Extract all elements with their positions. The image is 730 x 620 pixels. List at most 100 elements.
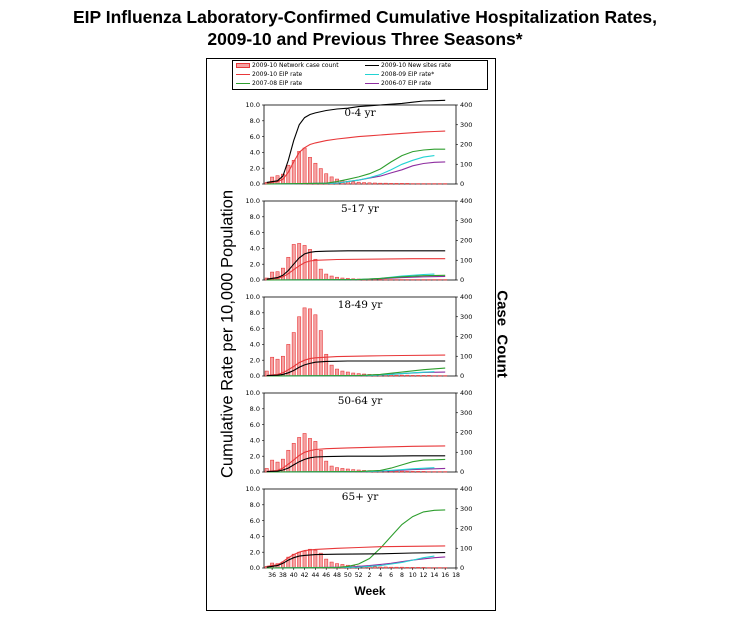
x-tick-label: 50 xyxy=(344,572,352,579)
y-tick-label-right: 400 xyxy=(460,197,472,205)
case-count-bar xyxy=(416,567,421,569)
case-count-bar xyxy=(270,356,275,377)
legend-label-eip-0708: 2007-08 EIP rate xyxy=(252,80,303,87)
panel-label: 18-49 yr xyxy=(338,299,384,311)
legend-item-eip-0708: 2007-08 EIP rate xyxy=(236,80,302,87)
case-count-bar xyxy=(313,162,318,185)
y-tick-label-right: 0 xyxy=(460,564,464,572)
case-count-bar xyxy=(286,344,291,377)
case-count-bar xyxy=(421,375,426,377)
y-tick-label-left: 0.0 xyxy=(250,564,260,572)
y-tick-label-left: 10.0 xyxy=(246,101,260,109)
case-count-bar xyxy=(378,566,383,569)
series-line-new-sites xyxy=(266,360,446,377)
y-tick-label-left: 6.0 xyxy=(250,517,260,525)
y-tick-label-left: 6.0 xyxy=(250,133,260,141)
case-count-bar xyxy=(318,330,323,377)
case-count-bar xyxy=(421,567,426,569)
case-count-bar xyxy=(372,566,377,569)
y-tick-label-right: 100 xyxy=(460,256,472,264)
case-count-bar xyxy=(405,374,410,377)
chart-frame xyxy=(206,58,496,611)
case-count-bar xyxy=(410,567,415,569)
y-tick-label-left: 10.0 xyxy=(246,485,260,493)
case-count-bar xyxy=(362,182,366,185)
case-count-bar xyxy=(329,364,334,377)
y-tick-label-left: 0.0 xyxy=(250,372,260,380)
legend-label-bars: 2009-10 Network case count xyxy=(252,62,339,69)
panel-label: 50-64 yr xyxy=(338,395,384,407)
y-tick-label-left: 2.0 xyxy=(250,164,260,172)
case-count-bar xyxy=(308,438,312,473)
y-tick-label-left: 8.0 xyxy=(250,309,260,317)
legend-swatch-eip-0910 xyxy=(236,74,250,75)
x-tick-label: 52 xyxy=(355,572,363,579)
y-tick-label-right: 300 xyxy=(460,121,472,129)
x-tick-label: 2 xyxy=(367,572,371,579)
y-tick-label-right: 0 xyxy=(460,276,464,284)
case-count-bar xyxy=(318,168,323,185)
y-tick-label-right: 400 xyxy=(460,293,472,301)
y-tick-label-right: 100 xyxy=(460,352,472,360)
legend-swatch-new-sites xyxy=(365,65,379,66)
case-count-bar xyxy=(378,279,383,281)
y-tick-label-left: 0.0 xyxy=(250,468,260,476)
x-tick-label: 14 xyxy=(430,572,438,579)
series-line-new-sites xyxy=(266,250,446,280)
case-count-bar xyxy=(383,182,388,185)
case-count-bar xyxy=(399,470,404,473)
case-count-bar xyxy=(313,258,318,281)
y-tick-label-right: 400 xyxy=(460,485,472,493)
y-tick-label-right: 100 xyxy=(460,160,472,168)
x-tick-label: 48 xyxy=(333,572,341,579)
y-tick-label-right: 200 xyxy=(460,141,472,149)
case-count-bar xyxy=(313,549,318,569)
case-count-bar xyxy=(318,552,323,569)
x-tick-label: 8 xyxy=(400,572,404,579)
x-tick-label: 36 xyxy=(268,572,276,579)
case-count-bar xyxy=(394,374,399,377)
case-count-bar xyxy=(394,470,399,473)
legend-label-eip-0809: 2008-09 EIP rate* xyxy=(381,71,435,78)
case-count-bar xyxy=(318,449,323,473)
panel-label: 65+ yr xyxy=(342,491,379,503)
case-count-bar xyxy=(399,183,404,185)
legend-item-new-sites: 2009-10 New sites rate xyxy=(365,62,451,69)
case-count-bar xyxy=(405,567,410,569)
x-axis-label: Week xyxy=(354,584,386,598)
case-count-bar xyxy=(270,459,275,473)
x-tick-label: 16 xyxy=(441,572,449,579)
y-tick-label-left: 8.0 xyxy=(250,117,260,125)
y-tick-label-left: 8.0 xyxy=(250,213,260,221)
y-tick-label-left: 6.0 xyxy=(250,421,260,429)
x-tick-label: 44 xyxy=(311,572,319,579)
case-count-bar xyxy=(308,308,312,377)
y-tick-label-left: 2.0 xyxy=(250,356,260,364)
series-line-eip-0708 xyxy=(266,148,446,185)
case-count-bar xyxy=(421,471,426,473)
chart-title-line-1: EIP Influenza Laboratory-Confirmed Cumul… xyxy=(72,7,658,27)
case-count-bar xyxy=(399,374,404,377)
case-count-bar xyxy=(297,551,302,569)
x-tick-label: 10 xyxy=(409,572,417,579)
case-count-bar xyxy=(302,550,307,569)
y-tick-label-left: 4.0 xyxy=(250,533,260,541)
y-tick-label-left: 4.0 xyxy=(250,341,260,349)
case-count-bar xyxy=(399,566,404,569)
y-tick-label-right: 300 xyxy=(460,505,472,513)
case-count-bar xyxy=(313,314,318,377)
series-line-eip-0910 xyxy=(266,545,446,567)
case-count-bar xyxy=(291,443,296,473)
case-count-bar xyxy=(324,273,329,281)
y-tick-label-right: 200 xyxy=(460,429,472,437)
case-count-bar xyxy=(372,182,377,185)
legend: 2009-10 Network case count 2009-10 New s… xyxy=(232,60,488,90)
case-count-bar xyxy=(389,566,394,569)
y-tick-label-left: 10.0 xyxy=(246,293,260,301)
case-count-bar xyxy=(394,566,399,569)
legend-item-bars: 2009-10 Network case count xyxy=(236,62,339,69)
panel-label: 0-4 yr xyxy=(344,107,376,119)
y-tick-label-right: 100 xyxy=(460,448,472,456)
series-line-eip-0910 xyxy=(266,130,446,184)
